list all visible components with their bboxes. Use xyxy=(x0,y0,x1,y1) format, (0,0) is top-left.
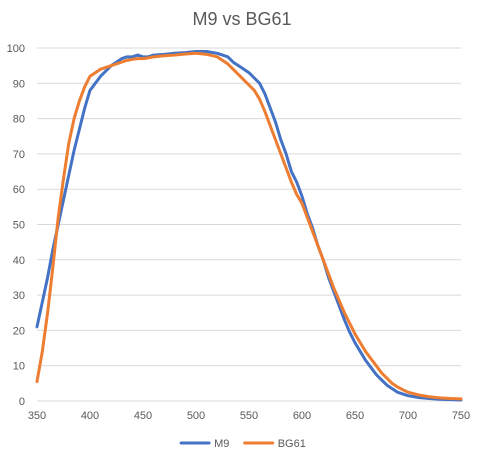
legend: M9 BG61 xyxy=(179,438,306,450)
y-tick-label: 30 xyxy=(13,290,25,302)
x-tick-label: 550 xyxy=(240,410,258,422)
y-tick-label: 60 xyxy=(13,184,25,196)
y-tick-label: 50 xyxy=(13,220,25,232)
y-tick-label: 90 xyxy=(13,78,25,90)
y-tick-label: 10 xyxy=(13,361,25,373)
x-tick-label: 700 xyxy=(399,410,417,422)
y-tick-label: 40 xyxy=(13,255,25,267)
series-line-m9 xyxy=(35,50,463,402)
y-axis-ticks: 0 10 20 30 40 50 60 70 80 90 100 xyxy=(7,43,25,408)
gridlines xyxy=(37,47,461,402)
y-tick-label: 100 xyxy=(7,43,25,55)
x-tick-label: 650 xyxy=(346,410,364,422)
y-tick-label: 20 xyxy=(13,325,25,337)
x-tick-label: 450 xyxy=(134,410,152,422)
y-tick-label: 80 xyxy=(13,114,25,126)
x-tick-label: 500 xyxy=(187,410,205,422)
series-lines xyxy=(35,50,463,402)
x-tick-label: 600 xyxy=(293,410,311,422)
x-axis-ticks: 350 400 450 500 550 600 650 700 750 xyxy=(28,410,470,422)
x-tick-label: 750 xyxy=(452,410,470,422)
x-tick-label: 400 xyxy=(81,410,99,422)
legend-label-m9: M9 xyxy=(214,438,229,450)
legend-label-bg61: BG61 xyxy=(278,438,306,450)
y-tick-label: 0 xyxy=(19,396,25,408)
x-tick-label: 350 xyxy=(28,410,46,422)
series-line-bg61 xyxy=(35,51,463,401)
y-tick-label: 70 xyxy=(13,149,25,161)
chart-title: M9 vs BG61 xyxy=(192,9,291,29)
